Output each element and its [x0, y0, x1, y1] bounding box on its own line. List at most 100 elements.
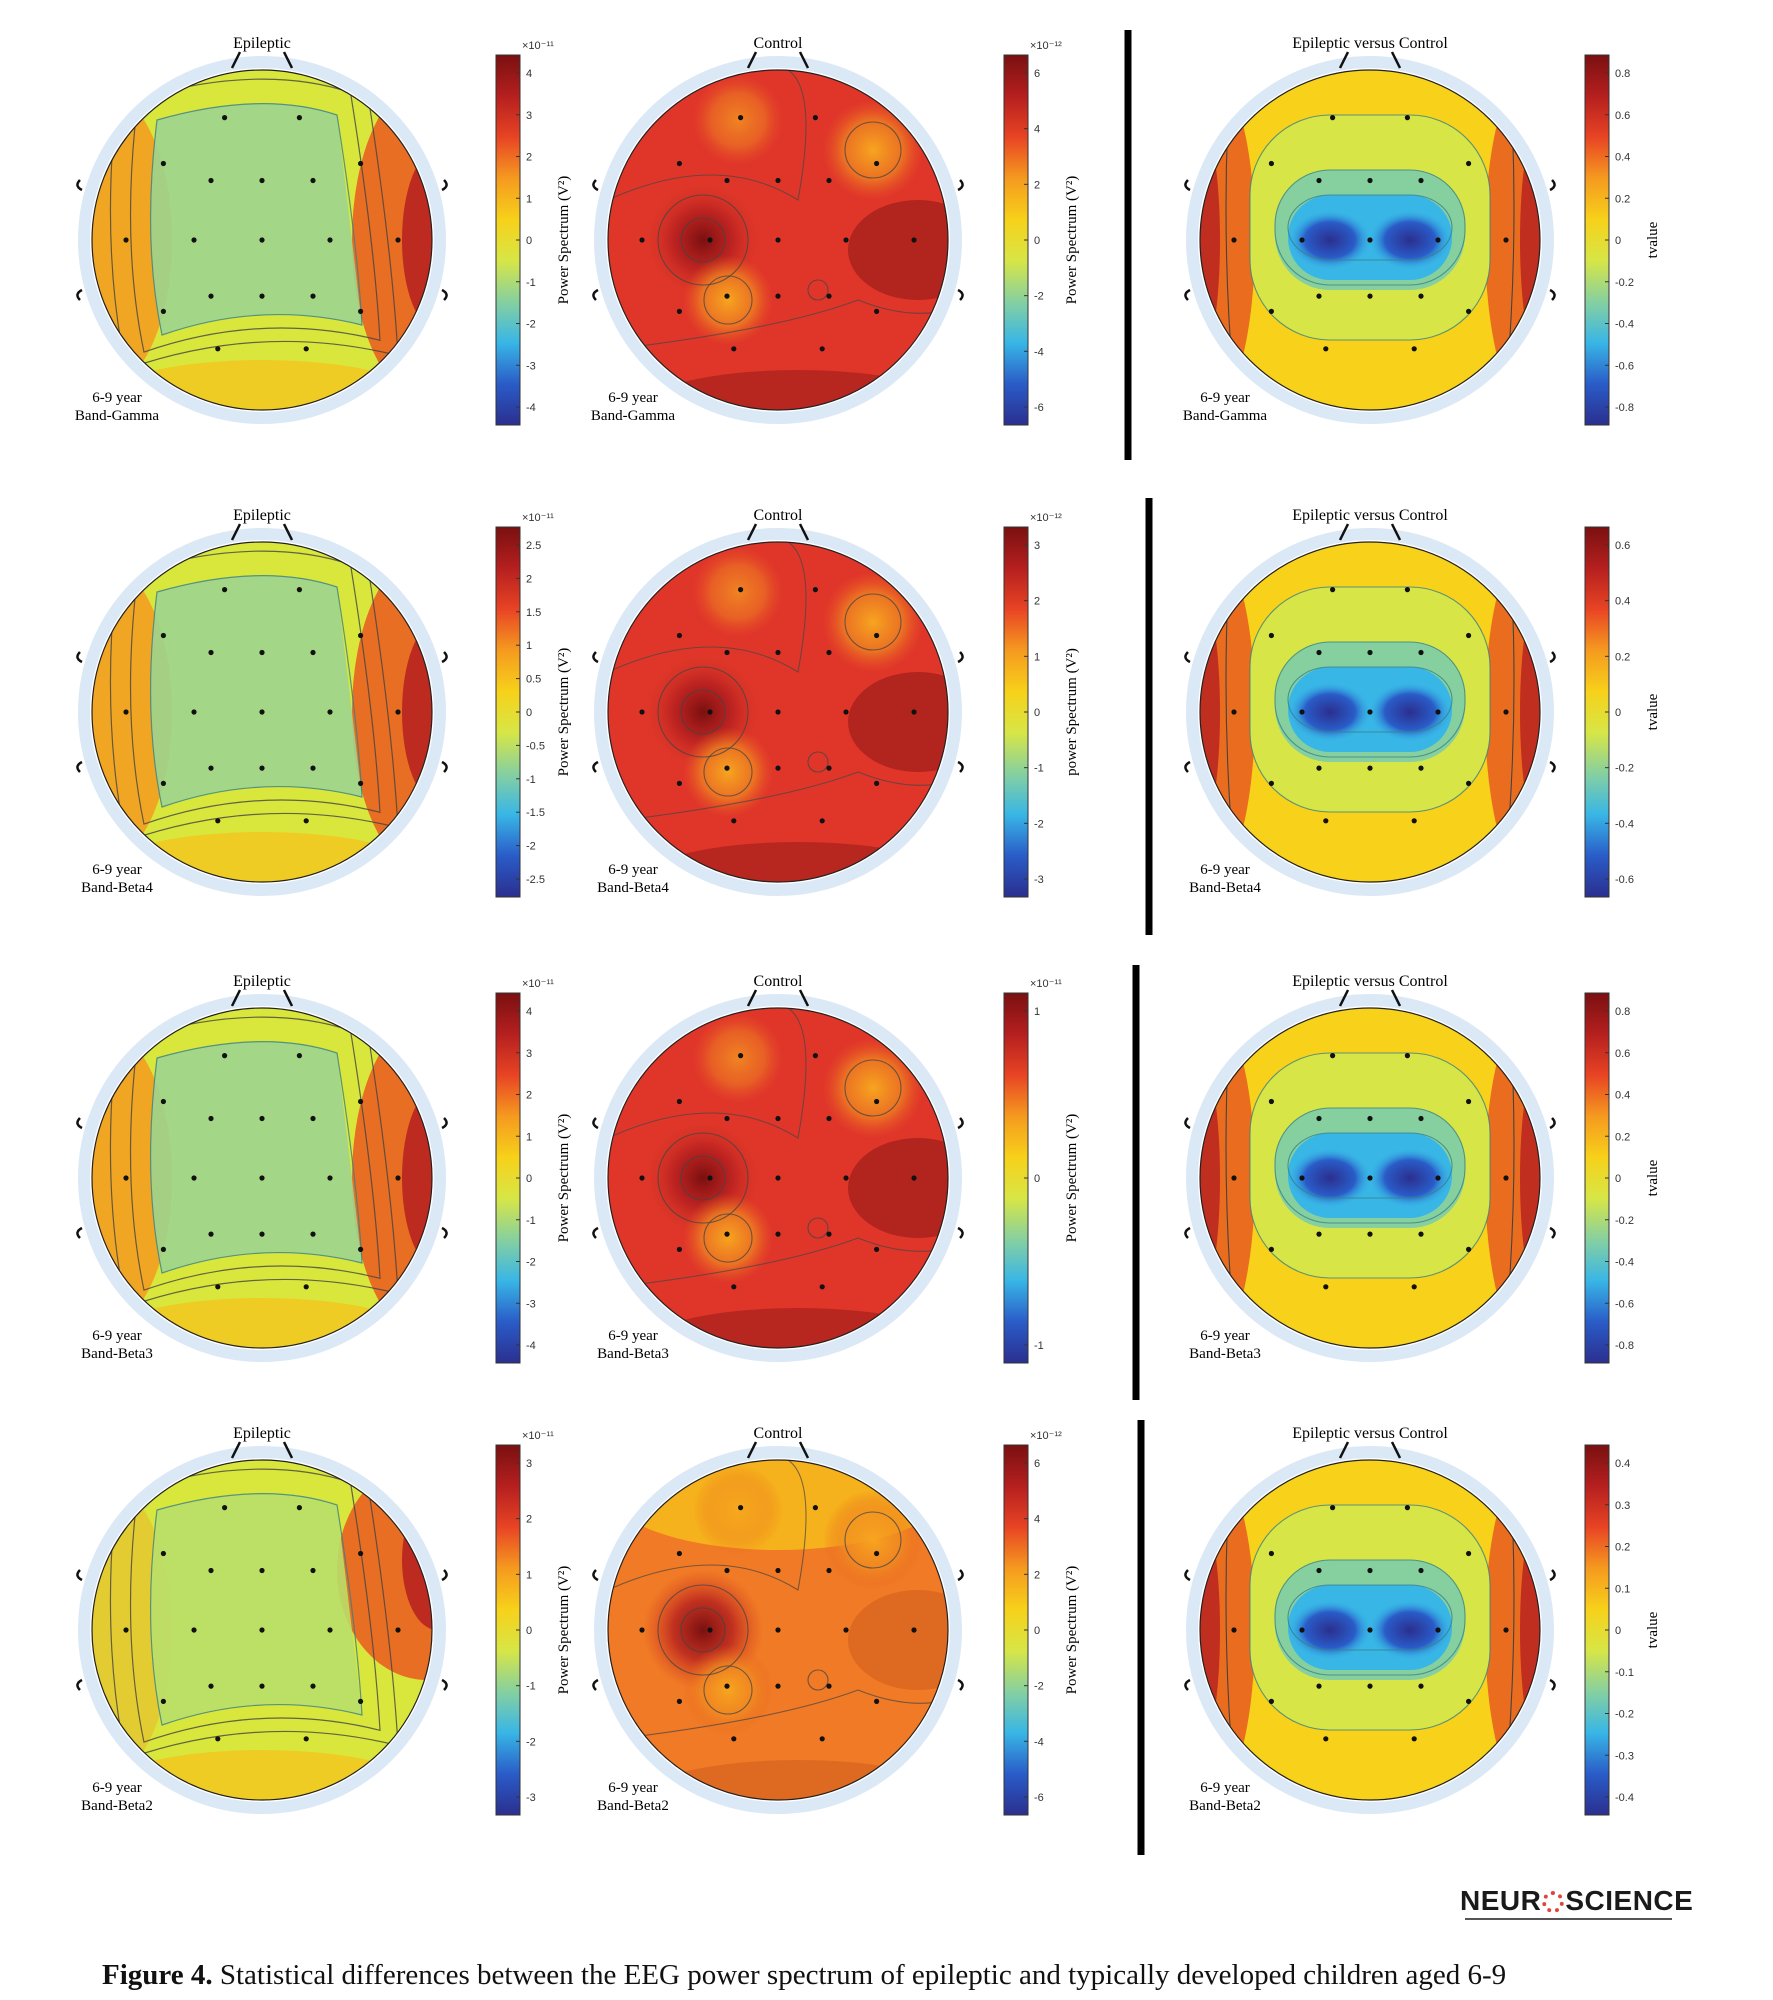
contour-line [657, 666, 749, 758]
electrode-dot [826, 765, 832, 771]
contour-line [1249, 1504, 1491, 1731]
warm-spot-top [693, 75, 783, 165]
colorbar-tick-label: -3 [526, 1298, 536, 1310]
electrode-dot [874, 780, 880, 787]
electrode-dot [812, 1053, 819, 1059]
electrode-dot [1404, 1505, 1410, 1511]
contour-line [129, 1016, 381, 1291]
electrode-dot [1466, 780, 1472, 787]
head-boundary [607, 1459, 949, 1801]
colorbar-label: Power Spectrum (V²) [1064, 176, 1080, 305]
electrode-dot [222, 1505, 228, 1511]
caption-text: Statistical differences between the EEG … [212, 1959, 1507, 1991]
colorbar-tick-label: 1 [1034, 651, 1040, 663]
electrode-dot [874, 1098, 880, 1105]
logo-underline [1465, 1918, 1672, 1920]
colorbar-tick-label: 4 [1034, 124, 1040, 136]
electrode-dot [707, 237, 713, 243]
electrode-dot [310, 1115, 316, 1122]
contour-line [1249, 1052, 1491, 1279]
electrode-dot [911, 1627, 917, 1633]
bottom-warm-region [102, 832, 422, 882]
hot-region-bottom [638, 1308, 948, 1348]
contour-line [1274, 641, 1466, 758]
electrode-dot [707, 709, 713, 715]
nose-marker [230, 523, 294, 541]
head-outline [78, 1446, 446, 1814]
colorbar-tick-label: 2 [526, 152, 532, 164]
electrode-dot [222, 115, 228, 121]
electrode-dot [1367, 1627, 1373, 1633]
colorbar-tick-label: 0 [1034, 1625, 1040, 1637]
electrode-dot [327, 709, 333, 715]
electrode-dot [310, 765, 316, 771]
electrode-dot [676, 160, 683, 167]
topomap-panel-epileptic-band-beta3: Epileptic 6-9 year Band-Beta3 ×10⁻¹¹ 4 3 2 1 0 -1… [76, 973, 572, 1364]
head-boundary [607, 69, 949, 411]
central-low-region [150, 1041, 362, 1273]
electrode-dot [1466, 1550, 1472, 1557]
hot-region-right [848, 1590, 948, 1690]
contour-line [680, 217, 726, 263]
electrode-dot [191, 237, 197, 243]
topomap-panel-control-band-gamma: Control 6-9 year Band-Gamma ×10⁻¹² 6 4 2 0 -2 -4 -… [591, 35, 1080, 426]
electrode-dot [1323, 1284, 1329, 1290]
colorbar-tick-label: -2 [526, 841, 536, 853]
electrode-dot [208, 177, 214, 184]
contour-line [807, 279, 829, 301]
electrode-dot [775, 1627, 781, 1633]
colorbar-tick-label: -0.2 [1615, 1709, 1634, 1721]
electrode-dot [1268, 1550, 1274, 1557]
left-ear-marker [76, 1569, 83, 1691]
electrode-dot [208, 649, 214, 656]
electrode-dot [812, 115, 819, 121]
colorbar-label: Power Spectrum (V²) [556, 176, 572, 305]
colorbar-tick-label: 1.5 [526, 607, 541, 619]
head-outline [1186, 994, 1554, 1362]
age-label: 6-9 year [1200, 390, 1250, 406]
contour-line [1287, 194, 1453, 261]
electrode-dot [819, 1284, 825, 1290]
electrode-dot [738, 587, 744, 593]
electrode-dot [310, 1683, 316, 1689]
electrode-dot [843, 709, 849, 715]
contour-line [1287, 1132, 1453, 1199]
electrode-dot [303, 1736, 309, 1742]
colorbar-tick-label: 0.2 [1615, 193, 1630, 205]
nose-marker [1338, 989, 1402, 1007]
electrode-dot [1268, 1098, 1274, 1105]
electrode-dot [1404, 115, 1410, 121]
colorbar-tick-label: 0 [1034, 1173, 1040, 1185]
colorbar-tick-label: 0.6 [1615, 540, 1630, 552]
warm-spot-upper-right [823, 1038, 923, 1138]
colorbar-tick-label: 3 [526, 1458, 532, 1470]
electrode-dot [303, 818, 309, 824]
colorbar-tick-label: 0 [526, 1625, 532, 1637]
electrode-dot [1268, 160, 1274, 167]
contour-line [1249, 114, 1491, 341]
electrode-dot [259, 293, 265, 299]
electrode-dot [303, 1284, 309, 1290]
min-tvalue-left [1288, 1600, 1372, 1660]
electrode-dot [1411, 346, 1417, 352]
nose-marker [230, 989, 294, 1007]
electrode-dot [1316, 1231, 1322, 1237]
electrode-dot [826, 1231, 832, 1237]
colorbar-tick-label: -4 [526, 1340, 536, 1352]
panel-title: Epileptic versus Control [1292, 1425, 1448, 1442]
electrode-dot [1323, 818, 1329, 824]
topomap-panel-tvalue-band-beta3: Epileptic versus Control 6-9 year Band-Bet… [1184, 973, 1661, 1364]
electrode-dot [208, 1683, 214, 1689]
nose-marker [230, 51, 294, 69]
contour-line [150, 103, 363, 336]
left-ear-marker [76, 1117, 83, 1239]
colorbar-tick-label: -3 [1034, 874, 1044, 886]
min-tvalue-right [1368, 682, 1452, 742]
band-label: Band-Beta2 [1189, 1798, 1261, 1814]
panel-title: Control [754, 35, 803, 52]
warm-spot-upper-right [823, 100, 923, 200]
left-ear-marker [1184, 1569, 1191, 1691]
warm-spot-lower [683, 727, 773, 817]
electrode-dot [874, 632, 880, 639]
electrode-dot [1435, 1627, 1441, 1633]
